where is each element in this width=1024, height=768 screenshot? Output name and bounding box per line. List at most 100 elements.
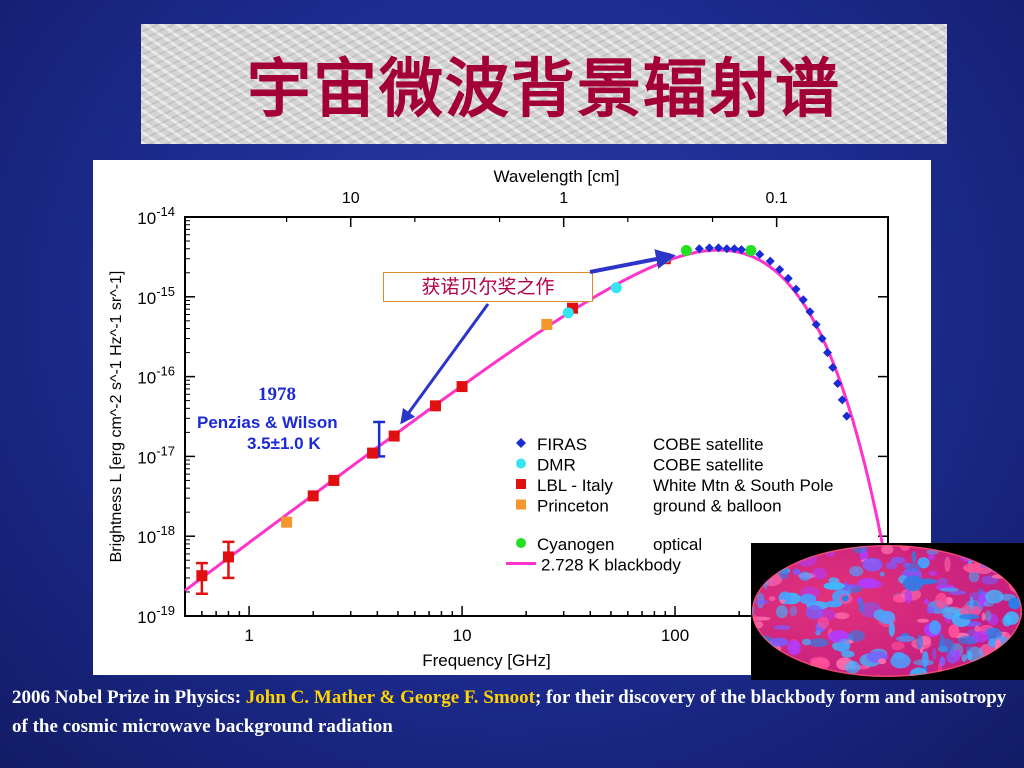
cmb-texture-blob [983, 545, 1001, 553]
pw-line2: 3.5±1.0 K [247, 434, 321, 453]
caption-suffix: ; for their discovery of the blackbody f… [12, 687, 1007, 737]
cmb-texture-blob [843, 581, 849, 592]
legend-note: COBE satellite [653, 456, 764, 475]
cmb-texture-blob [1007, 658, 1015, 665]
legend-label: LBL - Italy [537, 476, 613, 495]
cmb-texture-blob [752, 655, 762, 660]
cmb-texture-blob [929, 620, 941, 635]
cmb-texture-blob [834, 612, 850, 620]
legend-note: ground & balloon [653, 497, 782, 516]
point-firas [811, 319, 821, 329]
cmb-texture-blob [792, 568, 801, 575]
cmb-texture-blob [798, 545, 812, 553]
point-lbl-italy [566, 302, 578, 314]
legend-label: 2.728 K blackbody [541, 556, 681, 575]
cmb-texture-blob [928, 570, 938, 577]
cmb-texture-blob [963, 563, 984, 573]
cmb-texture-blob [771, 551, 776, 563]
cmb-texture-blob [982, 657, 1003, 673]
cmb-texture-blob [966, 645, 971, 652]
cmb-texture-blob [916, 634, 924, 650]
point-firas [837, 395, 847, 405]
point-firas [736, 245, 746, 255]
cmb-texture-blob [848, 630, 865, 642]
caption-names: John C. Mather & George F. Smoot [245, 687, 535, 708]
point-firas [842, 411, 852, 421]
cmb-texture-blob [775, 605, 788, 619]
cmb-texture-blob [985, 551, 996, 567]
cmb-texture-blob [1016, 567, 1021, 575]
point-firas [791, 284, 801, 294]
cmb-texture-blob [752, 545, 761, 557]
cmb-texture-blob [1016, 549, 1022, 558]
cmb-texture-blob [793, 547, 803, 560]
cmb-texture-blob [817, 545, 837, 551]
cmb-texture-blob [1008, 597, 1021, 610]
cmb-texture-blob [846, 584, 858, 589]
cmb-texture-blob [974, 625, 981, 632]
cmb-texture-blob [799, 571, 812, 581]
cmb-texture-blob [891, 641, 905, 651]
y-tick-label: 10-15 [137, 284, 175, 308]
cmb-texture-blob [967, 650, 973, 661]
cmb-texture-blob [972, 660, 985, 668]
legend-label: FIRAS [537, 435, 587, 454]
point-lbl-italy [456, 381, 468, 393]
cmb-texture-blob [764, 666, 783, 674]
cmb-texture-blob [888, 621, 895, 637]
cmb-texture-blob [752, 567, 761, 580]
cmb-texture-blob [791, 670, 812, 677]
legend-label: DMR [537, 456, 576, 475]
point-firas [798, 295, 808, 305]
cmb-texture-blob [1003, 545, 1022, 553]
cmb-texture-blob [917, 618, 929, 623]
cmb-texture-blob [787, 546, 800, 555]
point-dmr [562, 307, 574, 319]
cmb-texture-blob [972, 630, 989, 643]
cmb-texture-blob [752, 554, 764, 567]
cmb-texture-blob [823, 582, 845, 590]
cmb-texture-blob [904, 590, 913, 604]
cmb-texture-blob [858, 675, 868, 677]
x-tick-label: 1 [244, 626, 253, 645]
cmb-texture-blob [773, 625, 791, 630]
nobel-annotation: 获诺贝尔奖之作 [383, 272, 593, 302]
cmb-texture-blob [968, 570, 980, 583]
legend-marker [516, 538, 526, 548]
cmb-texture-blob [993, 546, 1005, 555]
cmb-texture-blob [768, 548, 780, 564]
cmb-texture-blob [787, 640, 801, 656]
cmb-texture-blob [985, 589, 1004, 604]
cmb-texture-blob [954, 649, 961, 662]
cmb-texture-blob [878, 610, 896, 625]
cmb-texture-blob [946, 650, 958, 664]
title-banner: 宇宙微波背景辐射谱 [141, 24, 947, 144]
point-lbl-italy [367, 447, 379, 459]
point-firas [828, 363, 838, 373]
point-firas [783, 273, 793, 283]
point-firas [805, 307, 815, 317]
cmb-texture-blob [825, 600, 843, 608]
x-axis-label: Frequency [GHz] [422, 651, 551, 670]
cmb-texture-blob [878, 658, 887, 665]
cmb-texture-blob [939, 587, 959, 592]
point-lbl-italy [222, 551, 234, 563]
legend-marker [516, 438, 526, 448]
cmb-texture-blob [1010, 553, 1022, 564]
cmb-texture-blob [766, 551, 784, 564]
cmb-texture-blob [881, 545, 894, 555]
cmb-spectrum-chart: 1 10 100 10 1 0.1 10-19 10-18 10-17 10-16 10-15 10-… [93, 160, 931, 675]
cmb-texture-blob [890, 556, 906, 564]
x-tick-label: 100 [661, 626, 689, 645]
cmb-texture-blob [1007, 545, 1014, 556]
cmb-texture-blob [811, 567, 828, 580]
cmb-texture-blob [890, 653, 911, 669]
point-firas [765, 256, 775, 266]
legend-note: optical [653, 535, 702, 554]
cmb-texture-blob [754, 600, 770, 604]
cmb-texture-blob [968, 591, 989, 601]
y-tick-label: 10-19 [137, 603, 175, 627]
point-dmr [610, 282, 622, 294]
cmb-texture-blob [977, 588, 984, 595]
blackbody-curve [184, 248, 890, 592]
